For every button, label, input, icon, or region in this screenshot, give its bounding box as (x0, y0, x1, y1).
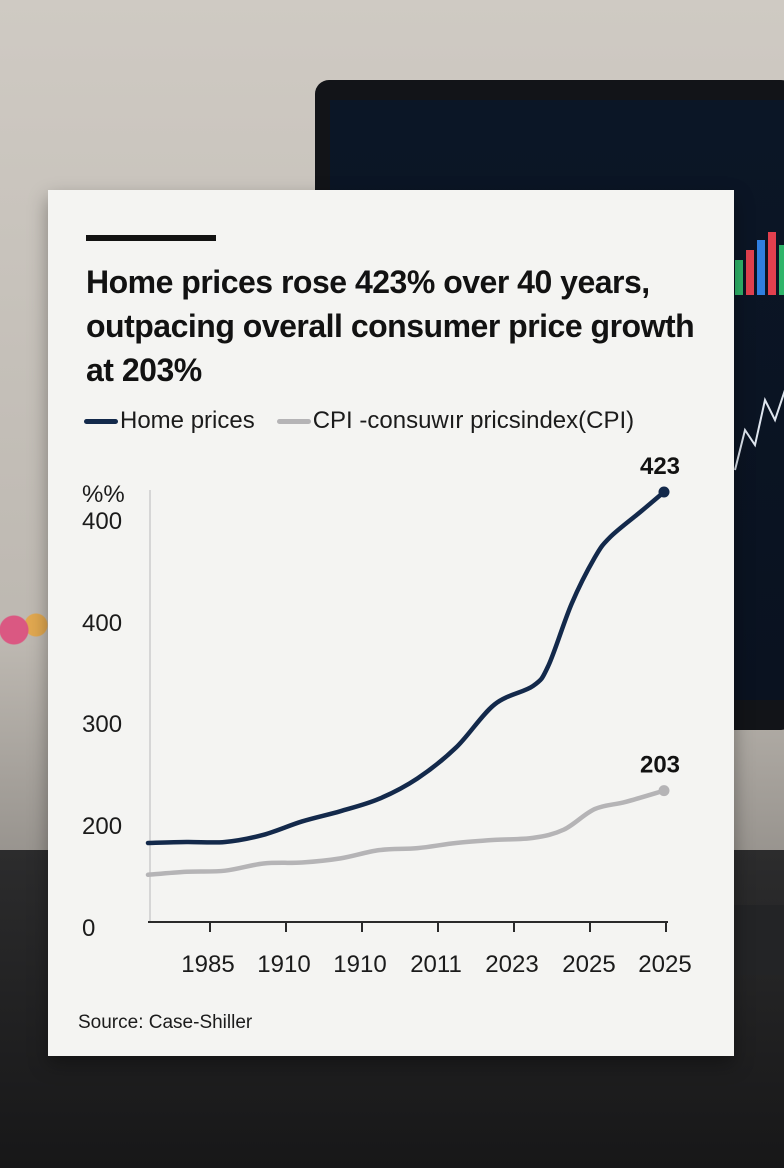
y-axis-label: %% (82, 481, 125, 508)
line-chart: %% 0 200 300 400 400 1985 1910 1910 2011 2023 2025 2… (82, 453, 692, 978)
x-tick-label: 2025 (638, 951, 691, 978)
y-tick-label: 0 (82, 915, 95, 942)
series-end-point-cpi (658, 785, 670, 797)
y-tick-label: 400 (82, 508, 122, 535)
y-tick-label: 400 (82, 610, 122, 637)
data-label-home-prices: 423 (640, 453, 680, 480)
y-tick-label: 200 (82, 813, 122, 840)
legend-swatch-home-prices (84, 418, 118, 424)
chart-paper: Home prices rose 423% over 40 years, out… (48, 190, 734, 1056)
x-tick-label: 2023 (485, 951, 538, 978)
x-tick-label: 1985 (181, 951, 234, 978)
x-tick-label: 2025 (562, 951, 615, 978)
series-end-point-home-prices (658, 486, 670, 498)
flowers (0, 600, 54, 680)
series-line-cpi (145, 788, 667, 878)
x-tick-label: 2011 (410, 951, 462, 978)
legend-swatch-cpi (276, 418, 311, 424)
chart-title: Home prices rose 423% over 40 years, out… (86, 264, 695, 388)
y-tick-label: 300 (82, 711, 122, 738)
legend-label-cpi: CPI -consuwır pricsindex(CPI) (312, 407, 635, 434)
source-note: Source: Case-Shiller (78, 1012, 253, 1033)
screen-chart-graphic (734, 232, 784, 471)
legend-item-cpi: CPI -consuwır pricsindex(CPI) (276, 407, 635, 435)
x-tick-label: 1910 (257, 951, 310, 978)
legend-item-home-prices: Home prices (84, 407, 255, 435)
series-line-home-prices (145, 489, 667, 846)
keyboard (730, 905, 784, 975)
data-label-cpi: 203 (640, 752, 680, 779)
legend-label-home-prices: Home prices (120, 407, 255, 434)
title-rule (86, 235, 216, 241)
x-tick-label: 1910 (333, 951, 386, 978)
chart-legend: Home prices CPI -consuwır pricsindex(CPI… (84, 406, 656, 436)
